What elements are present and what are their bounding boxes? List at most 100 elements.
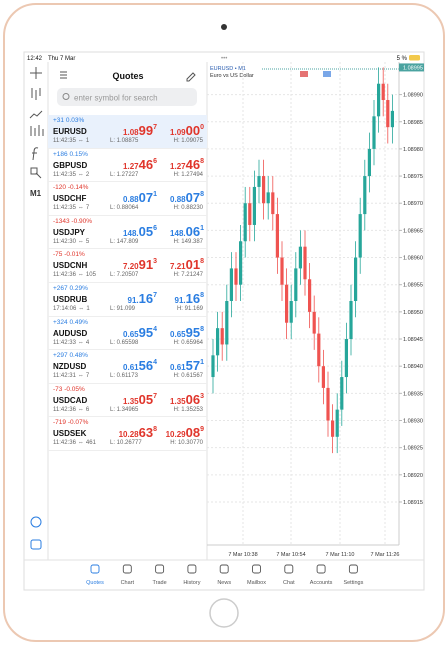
symbol: GBPUSD — [53, 160, 88, 170]
menu-icon[interactable] — [60, 71, 67, 79]
ask-price: 1.09000 — [170, 123, 204, 138]
candle-body — [317, 333, 321, 367]
candle-body — [386, 100, 390, 128]
tab-label[interactable]: History — [183, 580, 200, 586]
time: 11:42:36 — [53, 272, 76, 279]
candle-body — [216, 328, 220, 356]
candles-icon[interactable] — [31, 88, 41, 100]
candle-body — [285, 284, 289, 323]
tab-label[interactable]: Settings — [343, 580, 363, 586]
time: 11:42:35 — [53, 205, 76, 212]
spread-icon: ⇔ — [77, 339, 84, 346]
search-placeholder: enter symbol for search — [74, 94, 158, 103]
broker-icon[interactable] — [30, 539, 42, 550]
home-button[interactable] — [209, 598, 239, 628]
bid-pip: 4 — [153, 359, 157, 367]
tab-icon[interactable] — [348, 564, 358, 574]
ask-price: 1.27468 — [170, 157, 204, 172]
search-box[interactable] — [57, 88, 197, 106]
ask-digits: 08 — [185, 425, 201, 441]
quote-row[interactable]: +297 0.48% NZDUSD 11:42:31 ⇔ 7 L: 0.61173 H: 0… — [48, 350, 207, 384]
bid-prefix: 0.65 — [123, 329, 139, 339]
tab-icon[interactable] — [219, 564, 229, 574]
spread-icon: ⇔ — [77, 272, 84, 279]
tab-label[interactable]: Mailbox — [247, 580, 266, 586]
bid-price: 1.27466 — [123, 157, 157, 172]
y-tick-label: 1.08965 — [403, 228, 423, 234]
timeframe[interactable]: M1 — [30, 189, 42, 198]
bid-pip: 7 — [153, 392, 157, 400]
quote-row[interactable]: +31 0.03% EURUSD 11:42:35 ⇔ 1 L: 1.08875 H: 1.… — [48, 115, 207, 149]
quote-row[interactable]: -719 -0.07% USDSEK 11:42:36 ⇔ 461 L: 10.26777… — [48, 417, 207, 451]
tab-label[interactable]: Accounts — [310, 580, 333, 586]
ask-digits: 01 — [185, 257, 201, 273]
bid-pip: 3 — [153, 258, 157, 266]
tab-label[interactable]: Trade — [153, 580, 167, 586]
tab-label[interactable]: Chat — [283, 580, 295, 586]
candle-body — [358, 214, 362, 258]
y-tick-label: 1.08945 — [403, 337, 423, 343]
quote-time: 11:42:36 ⇔ 105 — [53, 272, 96, 278]
low: L: 7.20507 — [110, 272, 139, 279]
quote-row[interactable]: +267 0.29% USDRUB 17:14:06 ⇔ 1 L: 91.099 H: 91… — [48, 283, 207, 317]
bars-icon[interactable] — [30, 125, 44, 136]
ask-pip: 8 — [200, 258, 204, 266]
quote-row[interactable]: -73 -0.05% USDCAD 11:42:36 ⇔ 6 L: 1.34965 H: 1… — [48, 384, 207, 418]
bid-price: 0.61564 — [123, 358, 157, 373]
tab-label[interactable]: News — [217, 580, 231, 586]
objects-icon[interactable] — [30, 167, 42, 179]
x-tick-label: 7 Mar 11:10 — [326, 552, 355, 558]
tab-icon[interactable] — [122, 564, 132, 574]
tab-icon[interactable] — [187, 564, 197, 574]
tab-icon[interactable] — [155, 564, 165, 574]
camera — [221, 24, 227, 30]
bid-digits: 05 — [138, 391, 154, 407]
quote-row[interactable]: -1343 -0.90% USDJPY 11:42:30 ⇔ 5 L: 147.809 H:… — [48, 216, 207, 250]
low: L: 1.27227 — [110, 171, 139, 178]
candle-body — [321, 366, 325, 388]
quote-row[interactable]: +324 0.49% AUDUSD 11:42:33 ⇔ 4 L: 0.65598 H: 0… — [48, 317, 207, 351]
ask-prefix: 10.29 — [165, 430, 186, 440]
candle-body — [331, 420, 335, 437]
change: -1343 -0.90% — [53, 217, 93, 225]
bid-pip: 6 — [153, 224, 157, 232]
high: H: 0.88230 — [173, 205, 203, 212]
ask-prefix: 7.21 — [170, 262, 186, 272]
quote-row[interactable]: +186 0.15% GBPUSD 11:42:35 ⇔ 2 L: 1.27227 H: 1… — [48, 149, 207, 183]
tab-label[interactable]: Chart — [121, 580, 135, 586]
tab-label[interactable]: Quotes — [86, 580, 104, 586]
edit-icon[interactable] — [186, 72, 196, 82]
candle-body — [211, 355, 215, 378]
ask-digits: 06 — [185, 391, 201, 407]
tab-icon[interactable] — [90, 564, 100, 574]
candle-body — [248, 203, 252, 225]
tab-icon[interactable] — [252, 564, 261, 574]
candle-body — [367, 148, 371, 177]
crosshair-icon[interactable] — [30, 67, 42, 79]
bid-pip: 6 — [153, 157, 157, 165]
y-tick-label: 1.08990 — [403, 93, 423, 99]
ask-digits: 06 — [185, 223, 201, 239]
spread-icon: ⇔ — [78, 306, 85, 312]
ask-pip: 3 — [200, 392, 204, 400]
bid-prefix: 1.27 — [123, 161, 139, 171]
tick-count: 1 — [86, 306, 90, 312]
status-time: 12:42 — [27, 56, 43, 62]
spread-icon: ⇔ — [77, 406, 84, 413]
quote-row[interactable]: -75 -0.01% USDCNH 11:42:36 ⇔ 105 L: 7.20507 H:… — [48, 249, 207, 283]
high: H: 1.27494 — [173, 171, 203, 178]
quote-time: 11:42:36 ⇔ 6 — [53, 407, 89, 413]
tab-icon[interactable] — [316, 564, 326, 574]
tab-icon[interactable] — [284, 564, 294, 574]
y-tick-label: 1.08960 — [403, 256, 423, 262]
signal-icon[interactable] — [30, 516, 42, 528]
ask-price: 148.061 — [170, 224, 204, 239]
indicator-icon[interactable] — [29, 110, 43, 119]
quote-row[interactable]: -120 -0.14% USDCHF 11:42:35 ⇔ 7 L: 0.88064 H: … — [48, 182, 207, 216]
bid-price: 0.88071 — [123, 190, 157, 205]
search-icon — [62, 93, 70, 100]
symbol: USDRUB — [53, 295, 88, 304]
quotes-title: Quotes — [112, 71, 143, 81]
function-icon[interactable] — [32, 147, 39, 161]
